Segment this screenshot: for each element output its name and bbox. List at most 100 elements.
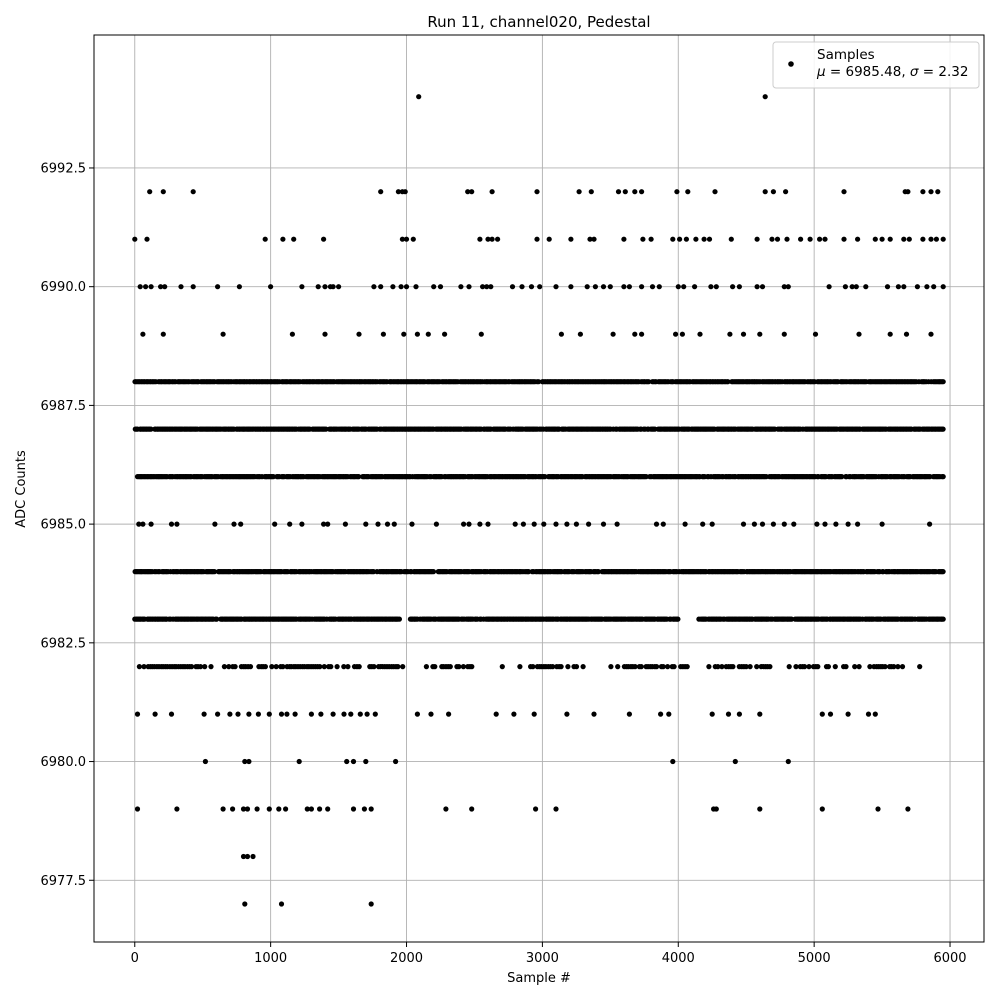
data-point [368,901,374,907]
data-point [931,284,937,290]
data-point [341,664,347,670]
data-point [134,711,141,717]
data-point [144,236,150,242]
data-point [709,521,715,527]
data-point [432,664,438,670]
data-point [677,236,683,242]
data-point [147,189,153,195]
data-point [905,806,911,812]
data-point [660,521,666,527]
data-point [466,521,472,527]
data-point [519,284,525,290]
data-point [278,711,285,717]
legend-sigma-value: 2.32 [938,64,968,80]
data-point [565,664,571,670]
data-point [158,284,164,290]
data-point [928,331,934,337]
data-point [856,664,862,670]
data-point [855,236,861,242]
y-axis-title: ADC Counts [14,450,29,528]
data-point [853,284,859,290]
data-point [322,284,328,290]
data-point [740,521,747,527]
data-point [190,189,196,195]
data-point [356,331,362,337]
data-point [211,569,218,575]
data-point [658,711,664,717]
data-point [495,236,501,242]
data-point [727,331,733,337]
data-point [148,426,154,432]
data-point [671,664,677,670]
data-point [712,189,718,195]
data-point [626,711,633,717]
data-point [537,284,543,290]
data-point [132,236,138,242]
data-point [345,664,351,670]
data-point [280,664,286,670]
data-point [621,236,627,242]
data-point [238,521,244,527]
data-point [785,758,791,765]
data-point [754,664,760,670]
data-point [550,664,556,670]
data-point [414,331,420,337]
data-point [600,521,607,527]
data-point [190,284,196,290]
data-point [706,664,712,670]
data-point [887,331,893,337]
data-point [460,664,466,670]
data-point [841,236,847,242]
data-point [825,664,832,670]
data-point [622,189,628,195]
data-point [774,236,781,242]
data-point [706,236,713,242]
data-point [865,711,872,717]
data-point [283,806,289,812]
data-point [812,331,819,337]
data-point [363,758,369,765]
data-point [815,664,821,670]
data-point [793,664,799,670]
data-point [852,664,858,670]
data-point [895,664,901,670]
data-point [573,521,580,527]
data-point [891,664,897,670]
data-point [656,284,662,290]
data-point [905,189,911,195]
data-point [334,664,340,670]
data-point [839,474,845,480]
data-point [863,284,869,290]
data-point [675,284,681,290]
data-point [754,284,760,290]
data-point [202,664,208,670]
data-point [242,758,248,765]
data-point [499,664,505,670]
data-point [235,711,241,717]
data-point [754,236,760,242]
data-point [437,284,444,290]
data-point [430,569,437,575]
data-point [643,474,649,480]
data-point [278,901,285,907]
data-point [807,236,813,242]
data-point [906,236,912,242]
y-axis-ticks: 6977.5 6980.0 6982.5 6985.0 6987.5 6990.0 6992… [41,161,94,889]
data-point [393,758,399,765]
data-point [342,521,348,527]
data-point [940,474,946,480]
data-point [266,711,272,717]
data-point [713,284,719,290]
data-point [791,521,797,527]
data-point [673,331,679,337]
data-point [856,331,862,337]
data-point [201,711,207,717]
data-point [833,521,839,527]
data-point [899,664,906,670]
data-point [875,806,881,812]
data-point [148,521,154,527]
data-point [317,806,323,812]
data-point [781,284,787,290]
data-point [573,664,580,670]
data-point [378,284,384,290]
